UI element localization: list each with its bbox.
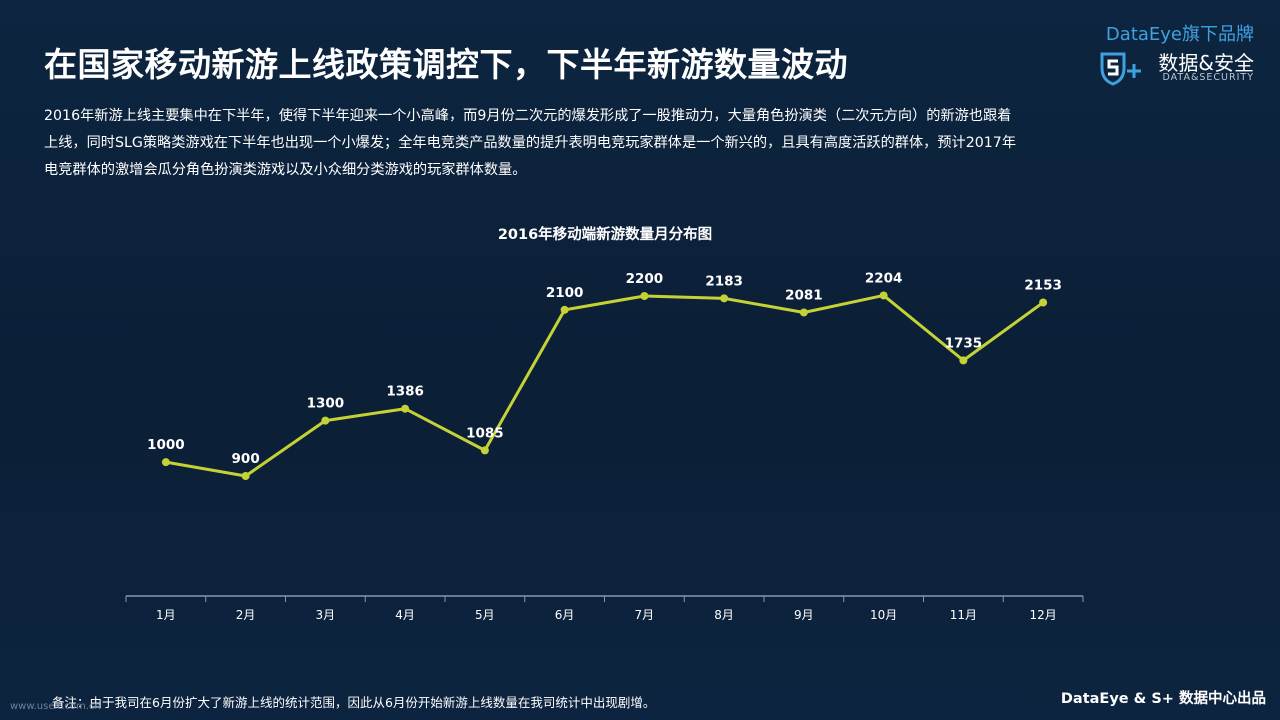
s-plus-shield-icon bbox=[1100, 52, 1141, 86]
data-label: 1000 bbox=[147, 437, 185, 453]
data-label: 1085 bbox=[466, 425, 504, 441]
description-line-3: 电竞群体的激增会瓜分角色扮演类游戏以及小众细分类游戏的玩家群体数量。 bbox=[44, 162, 527, 178]
description-line-1: 2016年新游上线主要集中在下半年，使得下半年迎来一个小高峰，而9月份二次元的爆… bbox=[44, 108, 1012, 124]
x-tick-label: 7月 bbox=[635, 608, 655, 622]
series-line bbox=[165, 293, 1045, 478]
x-tick-label: 1月 bbox=[156, 608, 176, 622]
data-label: 2153 bbox=[1024, 278, 1062, 294]
data-point bbox=[401, 404, 410, 413]
data-label: 1300 bbox=[307, 396, 345, 412]
brand-name-cn: 数据&安全 bbox=[1158, 51, 1254, 75]
data-label: 2183 bbox=[705, 273, 743, 289]
data-point bbox=[640, 292, 649, 300]
page-title: 在国家移动新游上线政策调控下，下半年新游数量波动 bbox=[44, 45, 848, 84]
data-point bbox=[560, 305, 569, 314]
x-tick-label: 6月 bbox=[555, 608, 575, 622]
x-tick-label: 4月 bbox=[395, 608, 415, 622]
data-point bbox=[799, 308, 808, 317]
x-tick-label: 11月 bbox=[950, 608, 977, 622]
data-label: 2100 bbox=[546, 285, 584, 301]
data-point bbox=[321, 416, 330, 425]
description-line-2: 上线，同时SLG策略类游戏在下半年也出现一个小爆发；全年电竞类产品数量的提升表明… bbox=[44, 135, 1017, 151]
x-tick-label: 10月 bbox=[870, 608, 897, 622]
data-point bbox=[241, 472, 250, 480]
brand-name-en: DATA&SECURITY bbox=[1162, 72, 1254, 83]
data-label: 1735 bbox=[945, 335, 983, 351]
data-label: 2081 bbox=[785, 287, 823, 303]
data-point bbox=[959, 356, 968, 365]
brand-parent-label: DataEye旗下品牌 bbox=[1105, 24, 1254, 45]
data-label: 1386 bbox=[386, 384, 424, 400]
data-point bbox=[161, 458, 170, 467]
data-label: 2204 bbox=[865, 270, 903, 286]
description: 2016年新游上线主要集中在下半年，使得下半年迎来一个小高峰，而9月份二次元的爆… bbox=[44, 103, 1144, 184]
data-label: 900 bbox=[232, 451, 260, 467]
x-tick-label: 2月 bbox=[236, 608, 256, 622]
x-tick-label: 9月 bbox=[794, 608, 814, 622]
data-point bbox=[879, 291, 888, 300]
x-tick-label: 5月 bbox=[475, 608, 495, 622]
brand-block: DataEye旗下品牌 数据&安全 DATA&SECURITY bbox=[1054, 20, 1254, 90]
chart-title: 2016年移动端新游数量月分布图 bbox=[497, 227, 713, 243]
data-label: 2200 bbox=[626, 271, 664, 287]
data-point bbox=[480, 446, 489, 455]
x-tick-label: 12月 bbox=[1029, 608, 1056, 622]
x-tick-label: 3月 bbox=[316, 608, 336, 622]
x-tick-label: 8月 bbox=[714, 608, 734, 622]
footer-credit: DataEye & S+ 数据中心出品 bbox=[1060, 691, 1266, 707]
data-point bbox=[720, 294, 729, 303]
watermark: www.useit.com.cn bbox=[10, 701, 101, 712]
data-point bbox=[1039, 298, 1048, 307]
footnote: 备注：由于我司在6月份扩大了新游上线的统计范围，因此从6月份开始新游上线数量在我… bbox=[52, 695, 656, 710]
